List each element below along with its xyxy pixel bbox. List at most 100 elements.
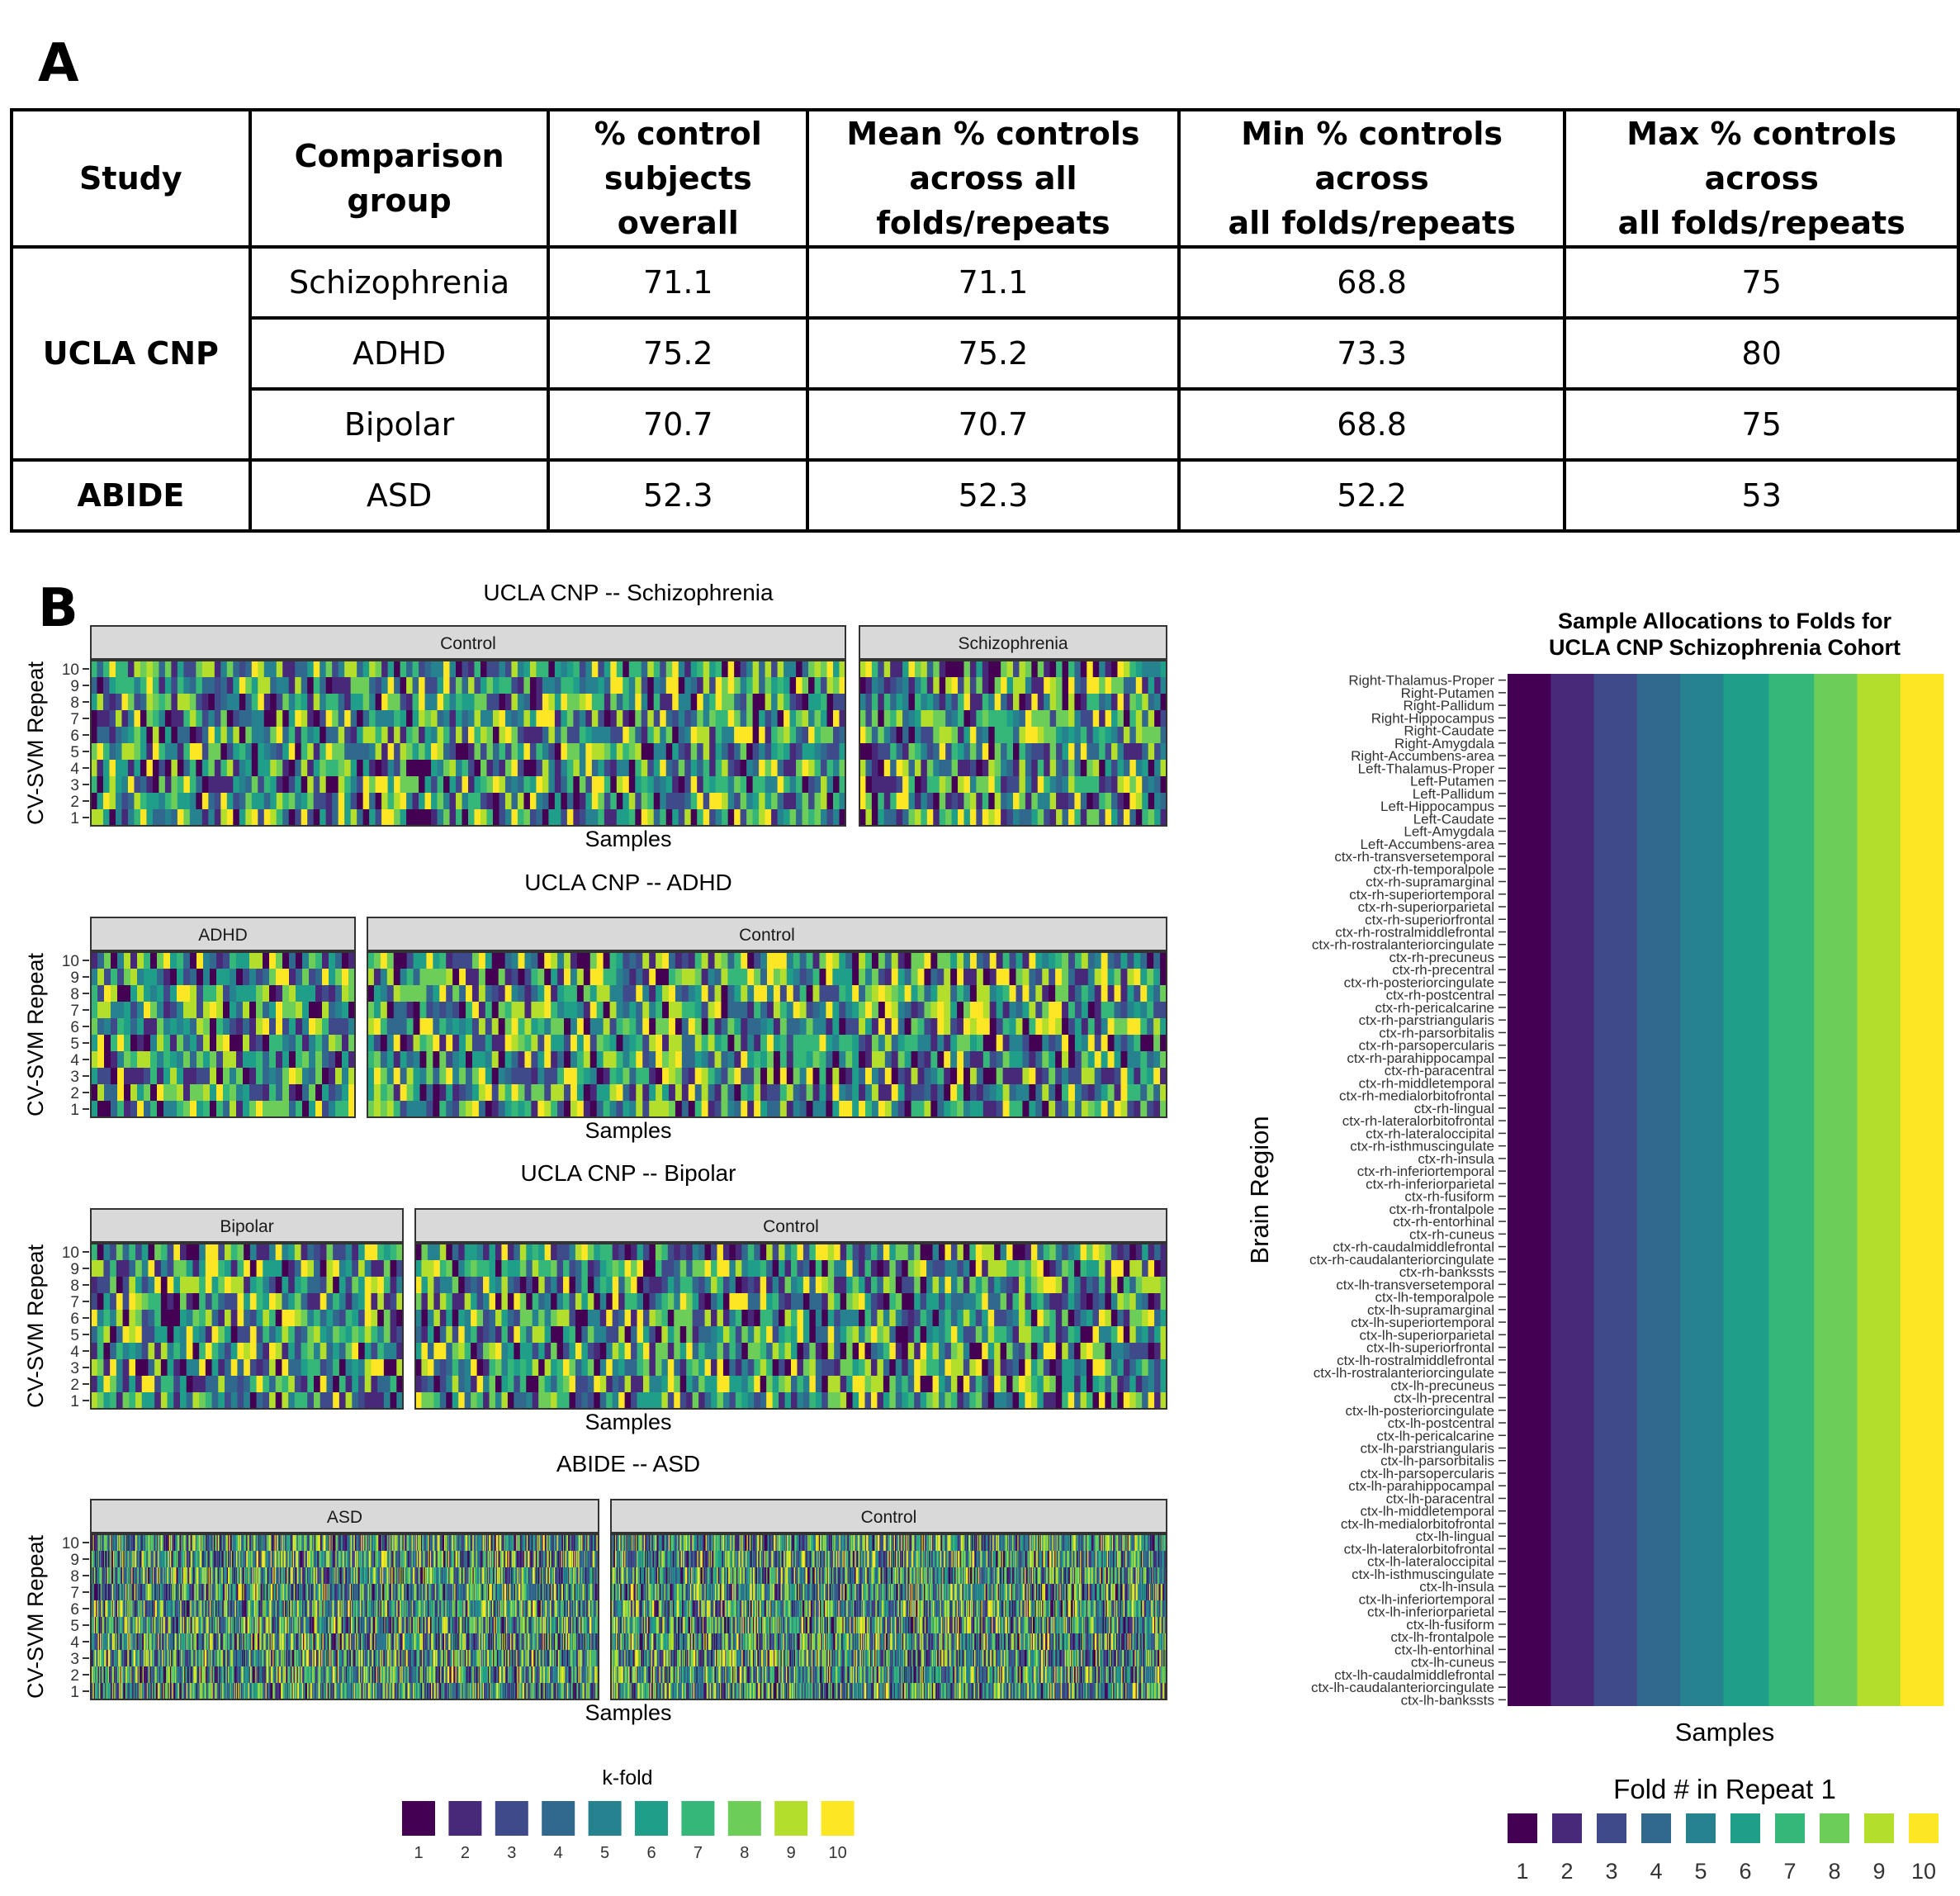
- heatmap-cell: [1142, 743, 1149, 761]
- heatmap-cell: [421, 1277, 428, 1294]
- heatmap-cell: [127, 727, 135, 744]
- heatmap-cell: [864, 1359, 872, 1377]
- heatmap-cell: [814, 694, 821, 711]
- heatmap-cell: [557, 1002, 565, 1019]
- panel-border: [90, 951, 356, 1118]
- heatmap-cell: [976, 743, 983, 761]
- heatmap-cell: [295, 776, 302, 794]
- heatmap-cell: [492, 760, 500, 777]
- heatmap-cell: [548, 743, 556, 761]
- heatmap-cell: [294, 1293, 302, 1311]
- heatmap-cell: [345, 1244, 353, 1261]
- heatmap-cell: [589, 1051, 598, 1069]
- heatmap-cell: [939, 710, 946, 728]
- heatmap-cell: [186, 1260, 194, 1277]
- heatmap-cell: [237, 1277, 244, 1294]
- heatmap-cell: [511, 710, 518, 728]
- heatmap-cell: [483, 1376, 490, 1393]
- heatmap-cell: [747, 1101, 755, 1118]
- heatmap-cell: [914, 743, 921, 761]
- heatmap-cell: [544, 1343, 552, 1360]
- heatmap-cell: [387, 677, 395, 694]
- heatmap-cell: [675, 1101, 683, 1118]
- heatmap-cell: [387, 793, 395, 810]
- heatmap-cell: [338, 776, 345, 794]
- heatmap-cell: [474, 710, 481, 728]
- heatmap-cell: [301, 1376, 308, 1393]
- heatmap-cell: [722, 743, 729, 761]
- heatmap-cell: [637, 1260, 644, 1277]
- heatmap-cell: [950, 1068, 958, 1085]
- heatmap-cell: [656, 1051, 663, 1069]
- heatmap-cell: [171, 776, 178, 794]
- heatmap-cell: [599, 1260, 607, 1277]
- heatmap-cell: [806, 1101, 814, 1118]
- y-tick-label: 8: [70, 694, 79, 712]
- heatmap-cell: [760, 1035, 768, 1052]
- heatmap-cell: [1002, 969, 1011, 986]
- heatmap-cell: [170, 1084, 178, 1102]
- heatmap-cell: [256, 952, 263, 969]
- heatmap-cell: [1049, 1343, 1057, 1360]
- heatmap-cell: [329, 969, 336, 986]
- heatmap-cell: [623, 710, 630, 728]
- heatmap-cell: [1062, 1359, 1069, 1377]
- heatmap-cell: [315, 985, 323, 1003]
- heatmap-cell: [1105, 694, 1112, 711]
- heatmap-cell: [692, 1326, 699, 1344]
- heatmap-cell: [1101, 952, 1109, 969]
- heatmap-cell: [519, 1359, 527, 1377]
- heatmap-cell: [492, 727, 500, 744]
- heatmap-cell: [635, 793, 642, 810]
- heatmap-cell: [237, 1293, 244, 1311]
- heatmap-cell: [878, 677, 885, 694]
- heatmap-cell: [121, 760, 129, 777]
- heatmap-cell: [741, 1244, 749, 1261]
- heatmap-cell: [426, 1101, 433, 1118]
- heatmap-cell: [501, 1260, 509, 1277]
- heatmap-cell: [135, 1244, 143, 1261]
- heatmap-cell: [357, 661, 364, 678]
- heatmap-cell: [511, 793, 518, 810]
- heatmap-cell: [1002, 1035, 1011, 1052]
- heatmap-cell: [1062, 694, 1069, 711]
- heatmap-cell: [576, 952, 585, 969]
- heatmap-cell: [799, 1068, 807, 1085]
- heatmap-cell: [333, 1326, 340, 1344]
- heatmap-cell: [276, 1018, 283, 1036]
- heatmap-cell: [609, 985, 618, 1003]
- heatmap-cell: [933, 776, 940, 794]
- heatmap-cell: [173, 1310, 181, 1327]
- heatmap-cell: [170, 952, 178, 969]
- heatmap-cell: [563, 1326, 570, 1344]
- heatmap-cell: [767, 1051, 774, 1069]
- heatmap-cell: [566, 809, 574, 827]
- heatmap-cell: [1092, 1244, 1100, 1261]
- heatmap-cell: [917, 985, 926, 1003]
- heatmap-cell: [320, 1260, 328, 1277]
- heatmap-cell: [196, 743, 203, 761]
- heatmap-cell: [917, 1035, 926, 1052]
- heatmap-cell: [462, 776, 469, 794]
- heatmap-cell: [604, 694, 611, 711]
- heatmap-cell: [1110, 1244, 1118, 1261]
- heatmap-cell: [511, 661, 518, 678]
- heatmap-cell: [688, 969, 696, 986]
- heatmap-cell: [871, 694, 878, 711]
- heatmap-cell: [709, 793, 717, 810]
- heatmap-cell: [649, 969, 656, 986]
- heatmap-cell: [157, 969, 164, 986]
- heatmap-cell: [390, 1293, 397, 1311]
- heatmap-cell: [703, 793, 710, 810]
- heatmap-cell: [103, 1326, 111, 1344]
- heatmap-cell: [563, 1260, 570, 1277]
- heatmap-cell: [1140, 952, 1148, 969]
- heatmap-cell: [796, 793, 803, 810]
- heatmap-cell: [951, 710, 959, 728]
- heatmap-cell: [1042, 1002, 1049, 1019]
- heatmap-cell: [668, 952, 676, 969]
- heatmap-cell: [110, 1359, 117, 1377]
- heatmap-cell: [218, 1310, 225, 1327]
- heatmap-cell: [871, 952, 879, 969]
- heatmap-cell: [307, 809, 315, 827]
